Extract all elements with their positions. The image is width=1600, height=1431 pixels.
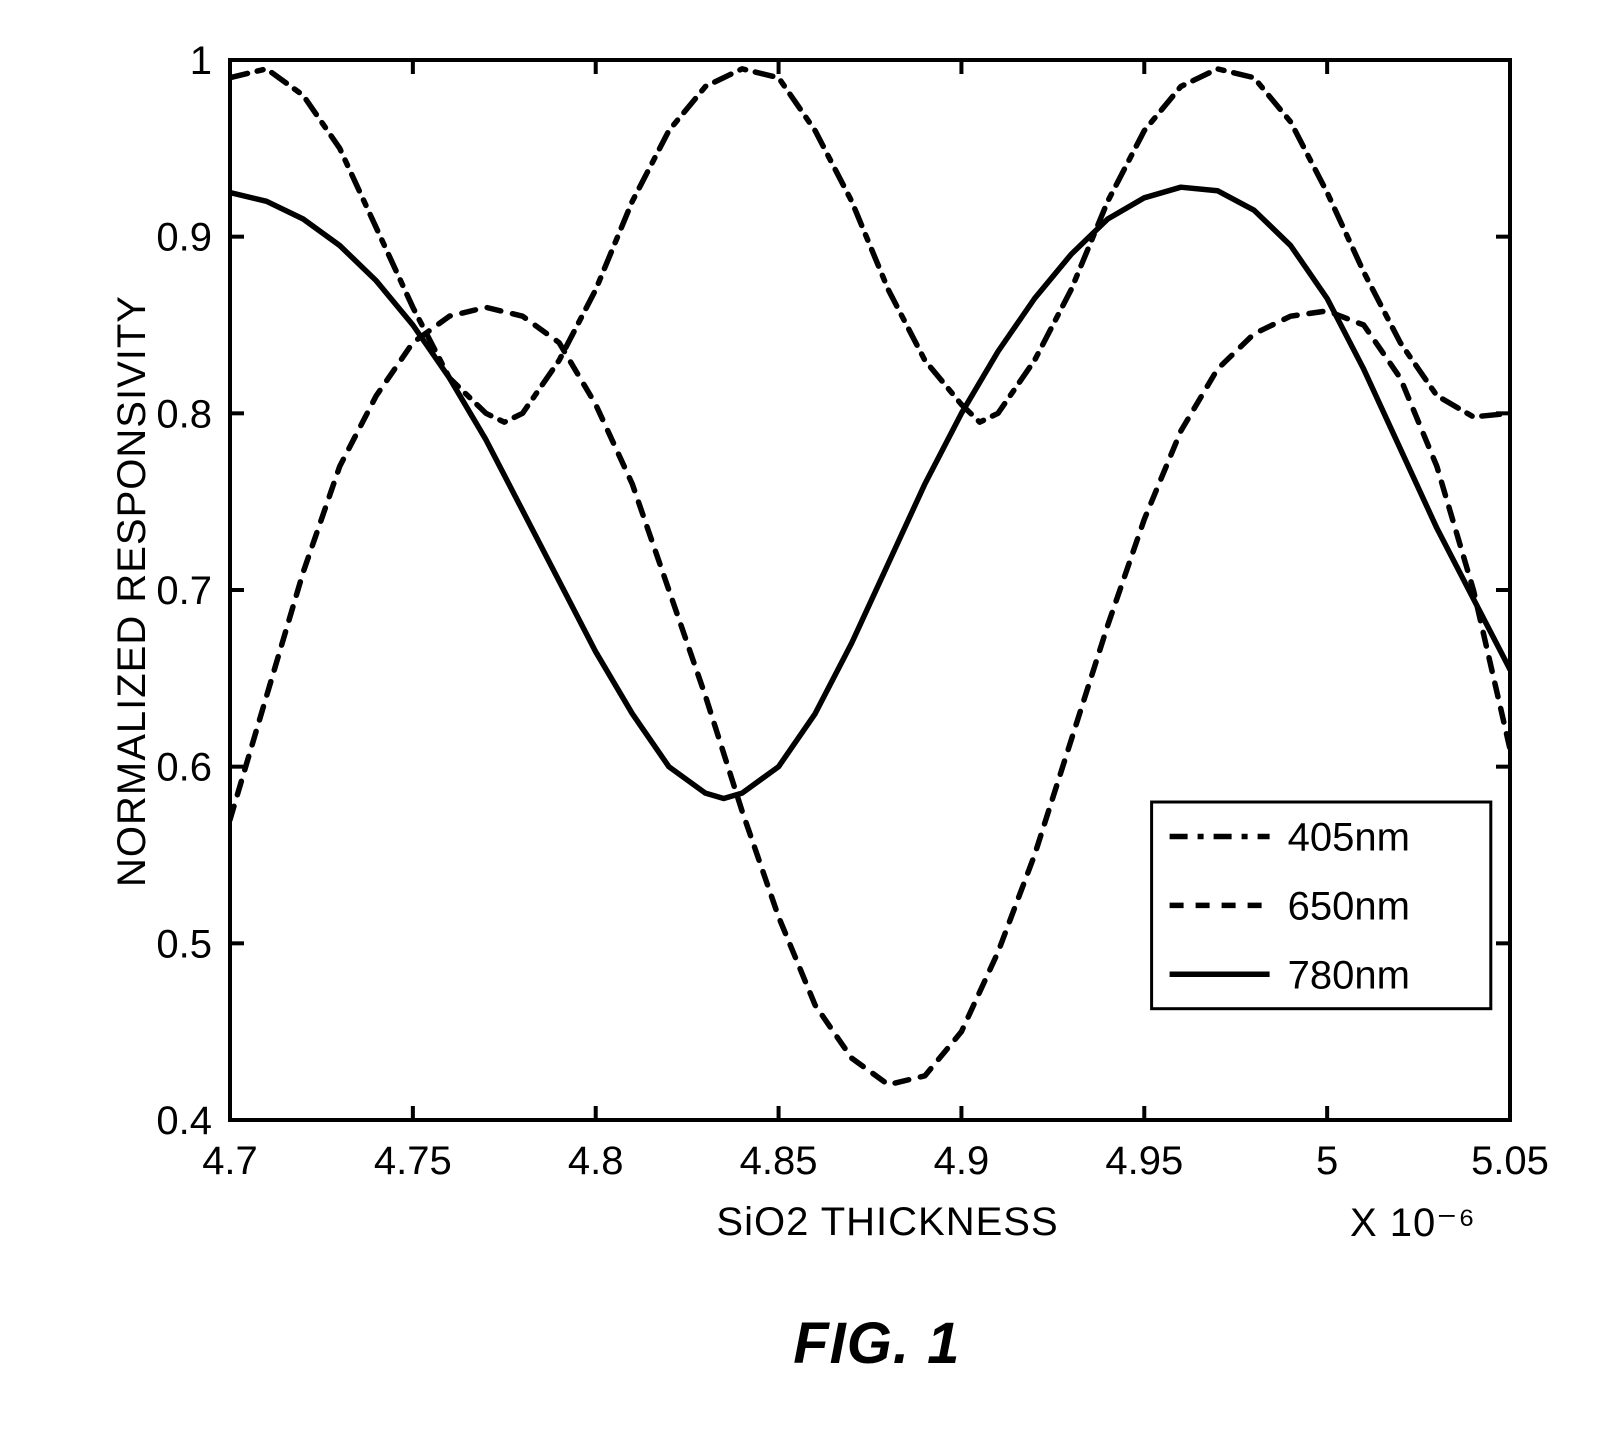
y-tick-label: 0.4	[156, 1099, 212, 1143]
y-tick-label: 0.6	[156, 746, 212, 790]
x-exponent-label: X 10⁻⁶	[1350, 1200, 1476, 1246]
x-tick-label: 4.95	[1105, 1139, 1183, 1183]
legend-label: 780nm	[1288, 953, 1410, 997]
y-axis-label: NORMALIZED RESPONSIVITY	[110, 295, 155, 887]
y-tick-label: 1	[190, 39, 212, 83]
x-tick-label: 5.05	[1471, 1139, 1549, 1183]
x-axis-label: SiO2 THICKNESS	[716, 1200, 1058, 1245]
series-s780	[230, 187, 1510, 798]
x-tick-label: 4.85	[740, 1139, 818, 1183]
x-tick-label: 4.9	[934, 1139, 990, 1183]
figure-caption: FIG. 1	[793, 1310, 960, 1377]
x-tick-label: 4.75	[374, 1139, 452, 1183]
y-tick-label: 0.9	[156, 216, 212, 260]
y-tick-label: 0.7	[156, 569, 212, 613]
y-tick-label: 0.8	[156, 392, 212, 436]
x-tick-label: 5	[1316, 1139, 1338, 1183]
legend-label: 405nm	[1288, 815, 1410, 859]
x-tick-label: 4.8	[568, 1139, 624, 1183]
legend-label: 650nm	[1288, 884, 1410, 928]
y-tick-label: 0.5	[156, 922, 212, 966]
figure-wrapper: 4.7 4.75 4.8 4.85 4.9 4.95 5 5.05 0.4 0.5 0.6 0.7 0.…	[0, 0, 1600, 1431]
x-tick-label: 4.7	[202, 1139, 258, 1183]
series-s405	[230, 69, 1510, 422]
